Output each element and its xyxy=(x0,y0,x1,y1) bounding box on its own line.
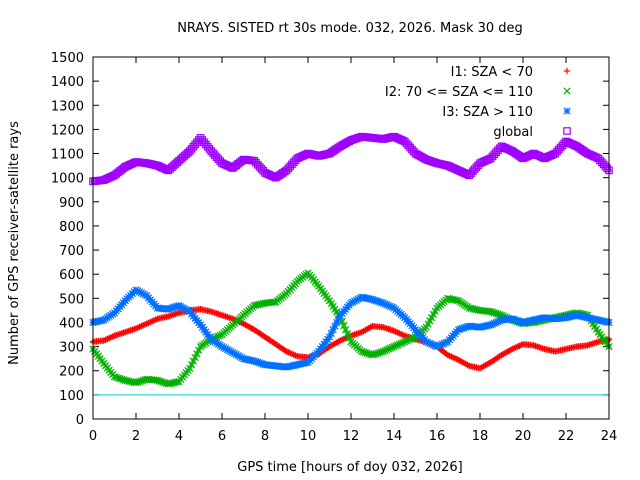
x-tick-label: 14 xyxy=(386,429,403,444)
plot-frame xyxy=(92,56,610,420)
data-point xyxy=(388,343,396,352)
data-point xyxy=(270,298,278,306)
legend-marker xyxy=(563,87,571,95)
series-2 xyxy=(89,269,613,388)
y-tick-label: 200 xyxy=(59,365,84,380)
x-tick-label: 4 xyxy=(175,429,183,444)
data-point xyxy=(404,336,412,344)
x-tick-label: 12 xyxy=(343,429,360,444)
y-tick-label: 1100 xyxy=(51,148,84,163)
x-tick-label: 16 xyxy=(429,429,446,444)
data-point xyxy=(187,361,196,369)
data-point xyxy=(406,335,414,343)
legend-marker xyxy=(563,67,571,75)
data-point xyxy=(189,357,197,365)
data-point xyxy=(395,340,403,348)
chart-title: NRAYS. SISTED rt 30s mode. 032, 2026. Ma… xyxy=(177,21,523,36)
y-tick-label: 1400 xyxy=(51,75,84,90)
x-tick-label: 18 xyxy=(472,429,489,444)
legend-label: I1: SZA < 70 xyxy=(451,65,533,80)
x-tick-label: 20 xyxy=(515,429,532,444)
x-tick-label: 0 xyxy=(89,429,97,444)
data-point xyxy=(393,341,402,349)
data-point xyxy=(214,332,223,340)
y-tick-label: 900 xyxy=(59,196,84,211)
y-tick-label: 1000 xyxy=(51,172,84,187)
data-point xyxy=(191,353,199,362)
y-tick-label: 1500 xyxy=(51,51,84,66)
data-point xyxy=(386,344,395,352)
data-point xyxy=(385,345,393,353)
data-point xyxy=(195,346,203,354)
legend-label: global xyxy=(493,125,533,140)
data-point xyxy=(216,331,224,339)
data-point xyxy=(381,346,389,355)
series-line xyxy=(90,270,612,387)
data-point xyxy=(402,337,411,345)
y-tick-label: 400 xyxy=(59,316,84,331)
legend-marker xyxy=(563,107,571,115)
series-3 xyxy=(89,286,613,371)
y-tick-label: 1300 xyxy=(51,99,84,114)
data-point xyxy=(340,322,348,330)
data-point xyxy=(379,347,387,356)
data-point xyxy=(390,342,398,351)
data-point xyxy=(603,164,612,173)
x-tick-label: 6 xyxy=(218,429,226,444)
data-point xyxy=(410,334,418,342)
series-4 xyxy=(89,132,613,186)
x-tick-label: 8 xyxy=(261,429,269,444)
data-point xyxy=(186,364,194,372)
y-tick-label: 600 xyxy=(59,268,84,283)
y-tick-label: 100 xyxy=(59,389,84,404)
data-point xyxy=(383,346,391,354)
legend-label: I2: 70 <= SZA <= 110 xyxy=(385,85,533,100)
y-tick-label: 0 xyxy=(76,413,84,428)
data-point xyxy=(453,296,461,304)
x-tick-label: 22 xyxy=(558,429,575,444)
y-tick-label: 700 xyxy=(59,244,84,259)
data-point xyxy=(193,350,201,358)
data-point xyxy=(399,338,407,347)
data-point xyxy=(397,339,405,348)
data-point xyxy=(401,338,409,346)
data-point xyxy=(408,334,416,343)
y-axis-label: Number of GPS receiver-satellite rays xyxy=(7,121,22,365)
legend-marker xyxy=(563,127,571,135)
legend: I1: SZA < 70 I2: 70 <= SZA <= 110 I3: SZA … xyxy=(385,65,571,140)
x-tick-label: 10 xyxy=(300,429,317,444)
data-point xyxy=(342,326,350,334)
y-tick-label: 300 xyxy=(59,341,84,356)
y-tick-label: 1200 xyxy=(51,123,84,138)
y-tick-label: 800 xyxy=(59,220,84,235)
x-tick-label: 24 xyxy=(601,429,618,444)
data-point xyxy=(343,330,352,338)
data-series xyxy=(89,132,613,388)
y-tick-label: 500 xyxy=(59,292,84,307)
x-axis-label: GPS time [hours of doy 032, 2026] xyxy=(237,460,462,475)
axis-ticks: 0100200300400500600700800900100011001200… xyxy=(51,51,617,444)
data-point xyxy=(392,342,400,350)
legend-label: I3: SZA > 110 xyxy=(442,105,533,120)
data-point xyxy=(345,334,353,342)
x-tick-label: 2 xyxy=(132,429,140,444)
